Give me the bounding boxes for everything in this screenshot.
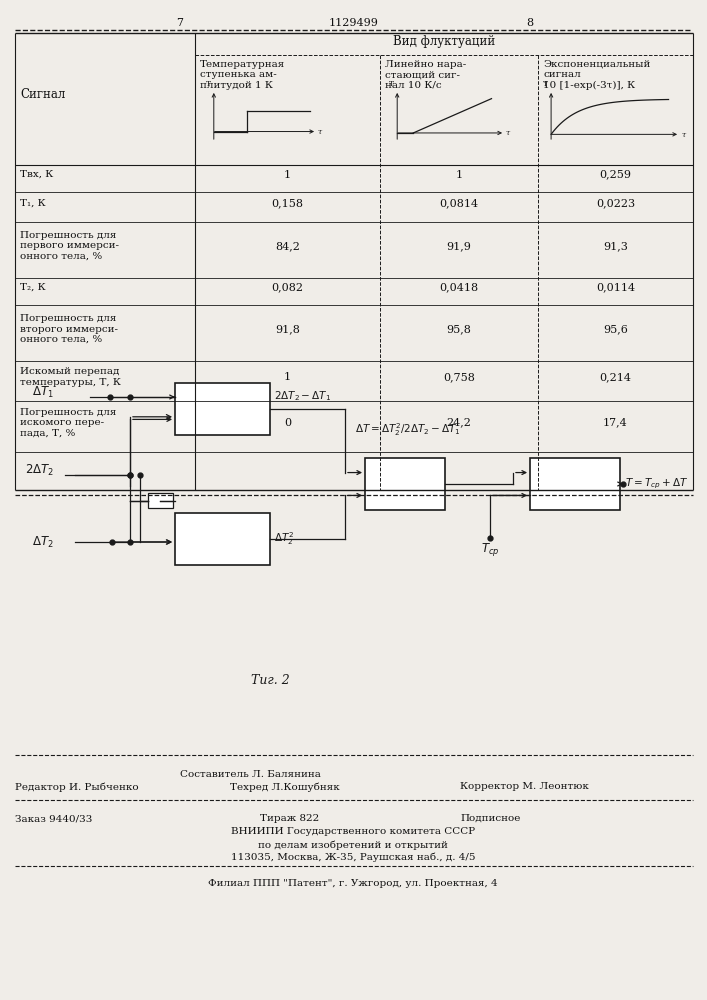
Text: Заказ 9440/33: Заказ 9440/33 [15, 814, 93, 823]
Text: 84,2: 84,2 [275, 241, 300, 251]
Bar [530, 458, 620, 510]
Text: Подписное: Подписное [460, 814, 520, 823]
Text: Т: Т [206, 80, 211, 88]
Text: Температурная
ступенька ам-
плитудой 1 К: Температурная ступенька ам- плитудой 1 К [200, 60, 285, 90]
Text: 8: 8 [527, 18, 534, 28]
Text: Сигнал: Сигнал [20, 88, 65, 101]
Text: $\Delta T_1$: $\Delta T_1$ [32, 384, 54, 400]
Text: ВНИИПИ Государственного комитета СССР: ВНИИПИ Государственного комитета СССР [231, 827, 475, 836]
Text: Корректор М. Леонтюк: Корректор М. Леонтюк [460, 782, 589, 791]
Text: τ: τ [681, 130, 685, 138]
Text: Т₁, К: Т₁, К [20, 198, 46, 208]
Text: $\Delta T = \Delta T_2^2 / 2\Delta T_2 - \Delta T_1$: $\Delta T = \Delta T_2^2 / 2\Delta T_2 -… [355, 421, 460, 438]
Bar [175, 513, 270, 565]
Text: 95,6: 95,6 [603, 324, 628, 334]
Text: 7: 7 [177, 18, 184, 28]
Text: 91,8: 91,8 [275, 324, 300, 334]
Text: 0,0814: 0,0814 [440, 198, 479, 208]
Text: Филиал ППП "Патент", г. Ужгород, ул. Проектная, 4: Филиал ППП "Патент", г. Ужгород, ул. Про… [208, 879, 498, 888]
Text: Линейно нара-
стающий сиг-
нал 10 К/с: Линейно нара- стающий сиг- нал 10 К/с [385, 60, 466, 90]
Text: Составитель Л. Балянина: Составитель Л. Балянина [180, 770, 320, 779]
Text: Т: Т [389, 80, 395, 88]
Text: Искомый перепад
температуры, Т, К: Искомый перепад температуры, Т, К [20, 367, 121, 387]
Text: $\Delta T_2^2$: $\Delta T_2^2$ [274, 531, 294, 547]
Text: $T = T_{cp} + \Delta T$: $T = T_{cp} + \Delta T$ [625, 477, 688, 491]
Text: Техред Л.Кошубняк: Техред Л.Кошубняк [230, 782, 340, 792]
Text: 0,214: 0,214 [600, 372, 631, 382]
Text: 91,3: 91,3 [603, 241, 628, 251]
Text: $\Delta T_2$: $\Delta T_2$ [32, 534, 54, 550]
Text: $2\Delta T_2 - \Delta T_1$: $2\Delta T_2 - \Delta T_1$ [274, 389, 331, 403]
Text: 1: 1 [455, 169, 462, 180]
Bar [365, 458, 445, 510]
Text: Тираж 822: Тираж 822 [260, 814, 320, 823]
Text: τ: τ [506, 129, 510, 137]
Bar [175, 383, 270, 435]
Text: Т₂, К: Т₂, К [20, 283, 46, 292]
Text: 95,8: 95,8 [447, 324, 472, 334]
Text: 0,0223: 0,0223 [596, 198, 635, 208]
Text: Τиг. 2: Τиг. 2 [250, 674, 289, 686]
Text: 1129499: 1129499 [329, 18, 379, 28]
Text: $T_{cp}$: $T_{cp}$ [481, 541, 499, 558]
Text: 17,4: 17,4 [603, 418, 628, 428]
Text: Т: Т [543, 80, 548, 88]
Text: 0,758: 0,758 [443, 372, 475, 382]
Text: 0: 0 [284, 418, 291, 428]
Text: $2\Delta T_2$: $2\Delta T_2$ [25, 462, 54, 478]
Text: Твх, К: Твх, К [20, 170, 53, 179]
Text: 113035, Москва, Ж-35, Раушская наб., д. 4/5: 113035, Москва, Ж-35, Раушская наб., д. … [230, 853, 475, 862]
Text: 1: 1 [284, 372, 291, 382]
Text: по делам изобретений и открытий: по делам изобретений и открытий [258, 840, 448, 850]
Text: 1: 1 [284, 169, 291, 180]
Text: 91,9: 91,9 [447, 241, 472, 251]
Text: Вид флуктуаций: Вид флуктуаций [393, 34, 495, 47]
Text: 24,2: 24,2 [447, 418, 472, 428]
Text: 0,158: 0,158 [271, 198, 303, 208]
Text: 0,082: 0,082 [271, 282, 303, 292]
Text: 0,0114: 0,0114 [596, 282, 635, 292]
Text: τ: τ [318, 128, 322, 136]
Text: Погрешность для
второго иммерси-
онного тела, %: Погрешность для второго иммерси- онного … [20, 314, 118, 344]
Text: Редактор И. Рыбченко: Редактор И. Рыбченко [15, 782, 139, 792]
Text: 0,0418: 0,0418 [440, 282, 479, 292]
Bar [148, 493, 173, 508]
Text: Погрешность для
искомого пере-
пада, Т, %: Погрешность для искомого пере- пада, Т, … [20, 408, 117, 437]
Text: Погрешность для
первого иммерси-
онного тела, %: Погрешность для первого иммерси- онного … [20, 231, 119, 261]
Text: 0,259: 0,259 [600, 169, 631, 180]
Text: Экспоненциальный
сигнал
10 [1-exp(-3τ)], К: Экспоненциальный сигнал 10 [1-exp(-3τ)],… [543, 60, 650, 90]
